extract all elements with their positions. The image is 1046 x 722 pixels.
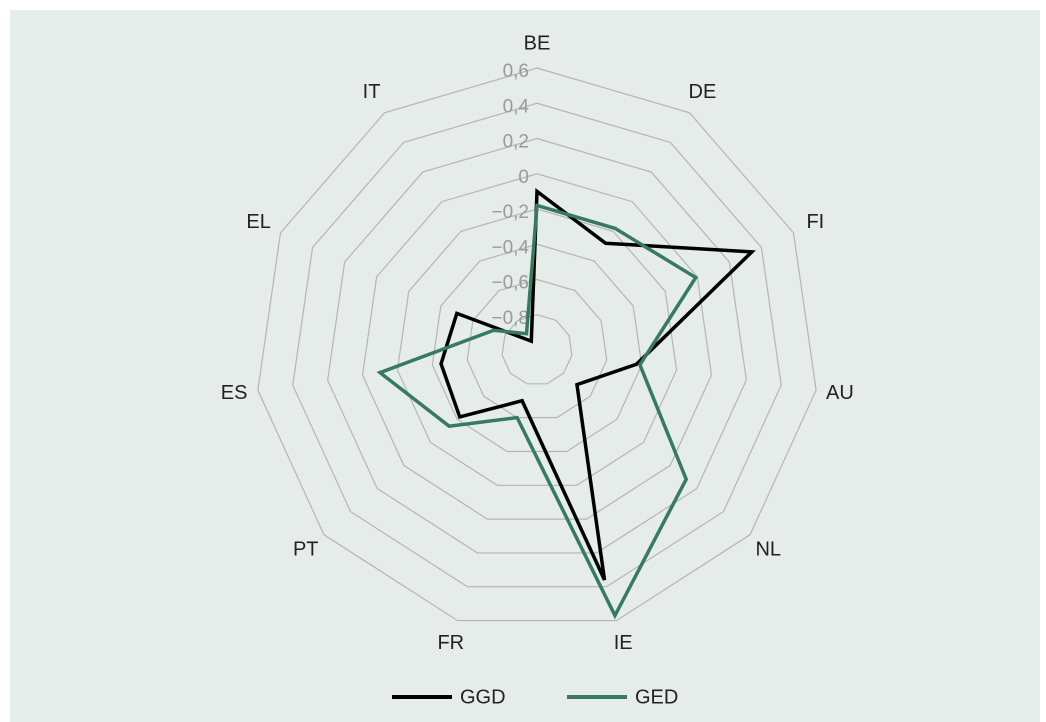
category-label: IE xyxy=(614,632,633,654)
category-label: EL xyxy=(246,211,270,233)
y-tick-label: −0,6 xyxy=(491,273,529,294)
grid-ring xyxy=(396,208,678,486)
grid-ring xyxy=(327,137,747,554)
category-label: DE xyxy=(689,81,717,103)
grid-ring xyxy=(361,173,713,520)
y-tick-label: 0,4 xyxy=(503,96,530,117)
grid-ring xyxy=(466,278,608,419)
grid-ring xyxy=(257,67,817,622)
y-tick-label: 0 xyxy=(518,167,529,188)
category-label: IT xyxy=(363,81,381,103)
y-tick-label: −0,2 xyxy=(491,202,529,223)
y-tick-label: 0,2 xyxy=(503,132,529,153)
legend-label: GED xyxy=(635,686,678,708)
series-line xyxy=(376,203,699,620)
chart-background xyxy=(10,10,1040,722)
category-label: ES xyxy=(221,382,248,404)
category-label: AU xyxy=(826,382,854,404)
category-label: BE xyxy=(524,32,551,54)
category-label: FI xyxy=(806,211,824,233)
series-line xyxy=(439,187,756,581)
y-tick-label: 0,6 xyxy=(503,61,529,82)
grid-ring xyxy=(431,243,643,453)
grid-ring xyxy=(292,102,782,588)
y-tick-label: −0,4 xyxy=(491,237,529,258)
category-label: PT xyxy=(293,539,319,561)
legend-label: GGD xyxy=(460,686,506,708)
category-label: NL xyxy=(755,539,781,561)
category-label: FR xyxy=(437,632,464,654)
y-tick-label: −0,8 xyxy=(491,308,529,329)
